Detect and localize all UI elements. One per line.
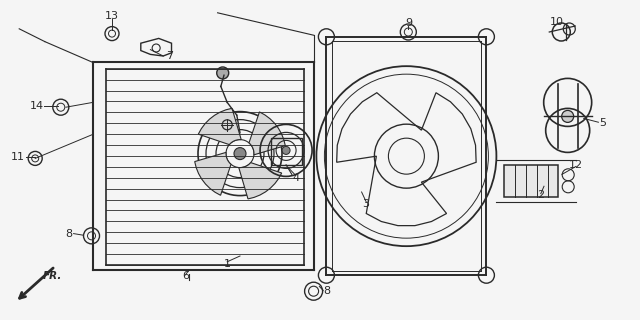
- Text: 13: 13: [105, 11, 119, 21]
- Text: 1: 1: [224, 259, 230, 269]
- Text: 4: 4: [292, 172, 300, 183]
- Text: 3: 3: [363, 199, 369, 209]
- Text: 10: 10: [550, 17, 564, 28]
- Text: 12: 12: [569, 160, 583, 170]
- Text: 2: 2: [537, 190, 545, 200]
- Polygon shape: [198, 108, 241, 145]
- Text: 6: 6: [182, 271, 189, 281]
- Text: 8: 8: [323, 285, 330, 296]
- Text: 8: 8: [65, 228, 72, 239]
- Text: 14: 14: [30, 100, 44, 111]
- Polygon shape: [249, 112, 285, 155]
- Text: 7: 7: [166, 51, 173, 61]
- Polygon shape: [504, 165, 558, 197]
- Polygon shape: [195, 152, 231, 195]
- Text: FR.: FR.: [44, 271, 63, 281]
- Polygon shape: [239, 163, 282, 199]
- Text: 9: 9: [404, 18, 412, 28]
- Circle shape: [562, 110, 573, 123]
- Circle shape: [234, 148, 246, 160]
- Circle shape: [282, 146, 290, 155]
- Text: 11: 11: [11, 152, 25, 162]
- Circle shape: [217, 67, 228, 79]
- Text: 5: 5: [600, 118, 606, 128]
